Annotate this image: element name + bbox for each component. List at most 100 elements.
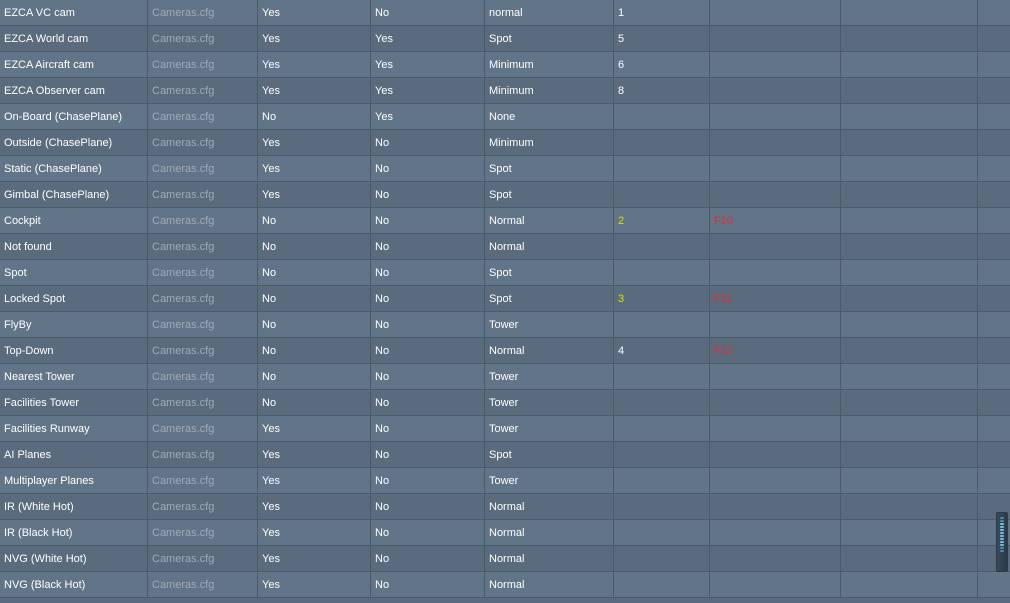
cell-name: IR (White Hot) [0,494,148,520]
cell-c6 [614,156,710,182]
table-row[interactable]: Multiplayer PlanesCameras.cfgYesNoTower [0,468,1010,494]
cell-c5: Normal [485,234,614,260]
cell-c3: Yes [258,572,371,598]
cell-c7 [710,260,841,286]
cell-file: Cameras.cfg [148,338,258,364]
cell-c9 [978,104,1010,130]
table-row[interactable]: AI PlanesCameras.cfgYesNoSpot [0,442,1010,468]
cell-c8 [841,442,978,468]
cell-c7 [710,0,841,26]
cell-c6 [614,312,710,338]
cell-c6 [614,182,710,208]
cell-c8 [841,182,978,208]
cell-c4: No [371,468,485,494]
table-row[interactable]: FlyByCameras.cfgNoNoTower [0,312,1010,338]
cell-c9 [978,312,1010,338]
cell-file: Cameras.cfg [148,520,258,546]
cell-c5: Tower [485,416,614,442]
table-row[interactable]: NVG (Black Hot)Cameras.cfgYesNoNormal [0,572,1010,598]
table-row[interactable]: EZCA Observer camCameras.cfgYesYesMinimu… [0,78,1010,104]
cell-c8 [841,416,978,442]
cell-c7 [710,234,841,260]
cell-c3: No [258,390,371,416]
table-row[interactable]: CockpitCameras.cfgNoNoNormal2F10 [0,208,1010,234]
cell-c3: Yes [258,546,371,572]
cell-c7 [710,468,841,494]
table-row[interactable]: IR (Black Hot)Cameras.cfgYesNoNormal [0,520,1010,546]
cell-c4: No [371,156,485,182]
cell-c6 [614,546,710,572]
cell-c3: No [258,364,371,390]
cell-c8 [841,0,978,26]
table-row[interactable]: EZCA VC camCameras.cfgYesNonormal1 [0,0,1010,26]
cell-c8 [841,78,978,104]
cell-c3: Yes [258,468,371,494]
cell-c5: Normal [485,494,614,520]
cell-c9 [978,52,1010,78]
cell-c6 [614,520,710,546]
table-row[interactable]: SpotCameras.cfgNoNoSpot [0,260,1010,286]
table-row[interactable]: Not foundCameras.cfgNoNoNormal [0,234,1010,260]
cell-c9 [978,364,1010,390]
cell-c7 [710,104,841,130]
table-row[interactable]: EZCA Aircraft camCameras.cfgYesYesMinimu… [0,52,1010,78]
cell-c5: Spot [485,26,614,52]
table-row[interactable]: NVG (White Hot)Cameras.cfgYesNoNormal [0,546,1010,572]
cell-c8 [841,286,978,312]
cell-c5: normal [485,0,614,26]
cell-c5: Minimum [485,78,614,104]
cell-c7: F11 [710,286,841,312]
cell-name: Spot [0,260,148,286]
table-row[interactable]: Nearest TowerCameras.cfgNoNoTower [0,364,1010,390]
cell-name: NVG (White Hot) [0,546,148,572]
table-row[interactable]: Static (ChasePlane)Cameras.cfgYesNoSpot [0,156,1010,182]
cell-c3: Yes [258,26,371,52]
cell-name: On-Board (ChasePlane) [0,104,148,130]
cell-c9 [978,234,1010,260]
table-row[interactable]: Facilities TowerCameras.cfgNoNoTower [0,390,1010,416]
table-row[interactable]: Locked SpotCameras.cfgNoNoSpot3F11 [0,286,1010,312]
cell-c7 [710,442,841,468]
cell-c5: Spot [485,156,614,182]
cell-file: Cameras.cfg [148,52,258,78]
cell-c3: Yes [258,78,371,104]
cell-c5: Tower [485,390,614,416]
cell-c3: Yes [258,442,371,468]
cell-c3: Yes [258,130,371,156]
cell-c3: No [258,234,371,260]
table-row[interactable]: Outside (ChasePlane)Cameras.cfgYesNoMini… [0,130,1010,156]
table-row[interactable]: IR (White Hot)Cameras.cfgYesNoNormal [0,494,1010,520]
scroll-thumb[interactable] [1000,517,1004,567]
cell-name: Not found [0,234,148,260]
table-row[interactable]: Facilities RunwayCameras.cfgYesNoTower [0,416,1010,442]
table-row[interactable]: Top-DownCameras.cfgNoNoNormal4F12 [0,338,1010,364]
cell-c5: Tower [485,364,614,390]
cell-c8 [841,494,978,520]
table-row[interactable]: On-Board (ChasePlane)Cameras.cfgNoYesNon… [0,104,1010,130]
cell-c7 [710,390,841,416]
cell-c7 [710,364,841,390]
cell-c4: Yes [371,104,485,130]
camera-config-table: EZCA VC camCameras.cfgYesNonormal1EZCA W… [0,0,1010,598]
cell-c4: Yes [371,26,485,52]
cell-c6 [614,260,710,286]
cell-c4: No [371,208,485,234]
cell-c6: 6 [614,52,710,78]
cell-c6 [614,234,710,260]
cell-c7 [710,52,841,78]
cell-c3: Yes [258,416,371,442]
cell-c6 [614,442,710,468]
cell-c7 [710,26,841,52]
cell-c8 [841,546,978,572]
cell-c6: 1 [614,0,710,26]
cell-file: Cameras.cfg [148,0,258,26]
cell-c9 [978,208,1010,234]
cell-file: Cameras.cfg [148,546,258,572]
vertical-scrollbar[interactable] [996,512,1008,572]
cell-c8 [841,364,978,390]
cell-c6: 2 [614,208,710,234]
table-row[interactable]: Gimbal (ChasePlane)Cameras.cfgYesNoSpot [0,182,1010,208]
cell-c7 [710,312,841,338]
cell-c4: No [371,494,485,520]
table-row[interactable]: EZCA World camCameras.cfgYesYesSpot5 [0,26,1010,52]
